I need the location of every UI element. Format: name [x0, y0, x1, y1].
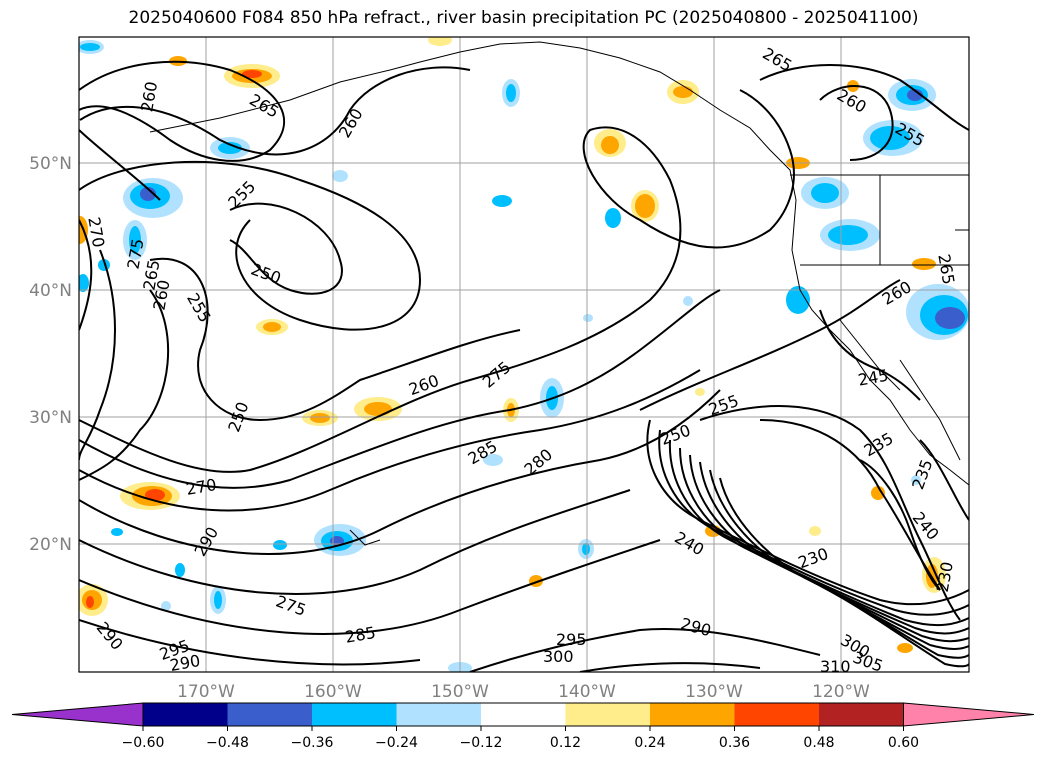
- contour-label: 290: [168, 651, 201, 675]
- lon-label-130w: 130°W: [685, 682, 743, 702]
- colorbar-tick-label: 0.12: [550, 735, 581, 751]
- colorbar-swatch: [481, 703, 566, 726]
- contour-label: 310: [820, 657, 851, 676]
- lon-label-140w: 140°W: [558, 682, 616, 702]
- contour-label: 300: [543, 647, 574, 666]
- colorbar-swatch: [143, 703, 228, 726]
- colorbar-extend-low: [11, 702, 144, 727]
- colorbar-swatch: [312, 703, 397, 726]
- colorbar-swatch: [734, 703, 820, 726]
- lon-label-160w: 160°W: [304, 682, 362, 702]
- colorbar-tick-label: −0.12: [460, 735, 503, 751]
- lon-label-150w: 150°W: [431, 682, 489, 702]
- refractivity-contours: [79, 60, 969, 672]
- map-frame: [78, 36, 970, 673]
- map-panel: 260 265 260 265 260 255 255 250 270 275 …: [79, 37, 969, 676]
- map-title: 2025040600 F084 850 hPa refract., river …: [128, 8, 919, 28]
- colorbar-extend-high: [903, 702, 1035, 727]
- colorbar-outline: [142, 702, 904, 727]
- colorbar-swatch: [650, 703, 735, 726]
- colorbar: −0.60 −0.48 −0.36 −0.24 −0.12 0.12 0.24 0.36 0.4…: [11, 702, 1035, 751]
- lat-label-20n: 20°N: [29, 535, 72, 555]
- colorbar-tick-label: 0.36: [719, 735, 750, 751]
- colorbar-tick-label: −0.24: [375, 735, 418, 751]
- lon-label-120w: 120°W: [812, 682, 870, 702]
- colorbar-swatch: [396, 703, 482, 726]
- colorbar-swatch: [819, 703, 904, 726]
- colorbar-tick-label: −0.60: [122, 735, 165, 751]
- colorbar-swatch: [565, 703, 651, 726]
- colorbar-tick-label: −0.48: [206, 735, 249, 751]
- colorbar-tick-label: 0.48: [803, 735, 834, 751]
- colorbar-tick-label: 0.60: [888, 735, 919, 751]
- lat-label-30n: 30°N: [29, 408, 72, 428]
- lat-label-50n: 50°N: [29, 154, 72, 174]
- lat-label-40n: 40°N: [29, 281, 72, 301]
- contour-label: 295: [556, 630, 587, 649]
- colorbar-tick-label: 0.24: [634, 735, 665, 751]
- lon-label-170w: 170°W: [177, 682, 235, 702]
- colorbar-tick-label: −0.36: [291, 735, 334, 751]
- colorbar-swatch: [227, 703, 313, 726]
